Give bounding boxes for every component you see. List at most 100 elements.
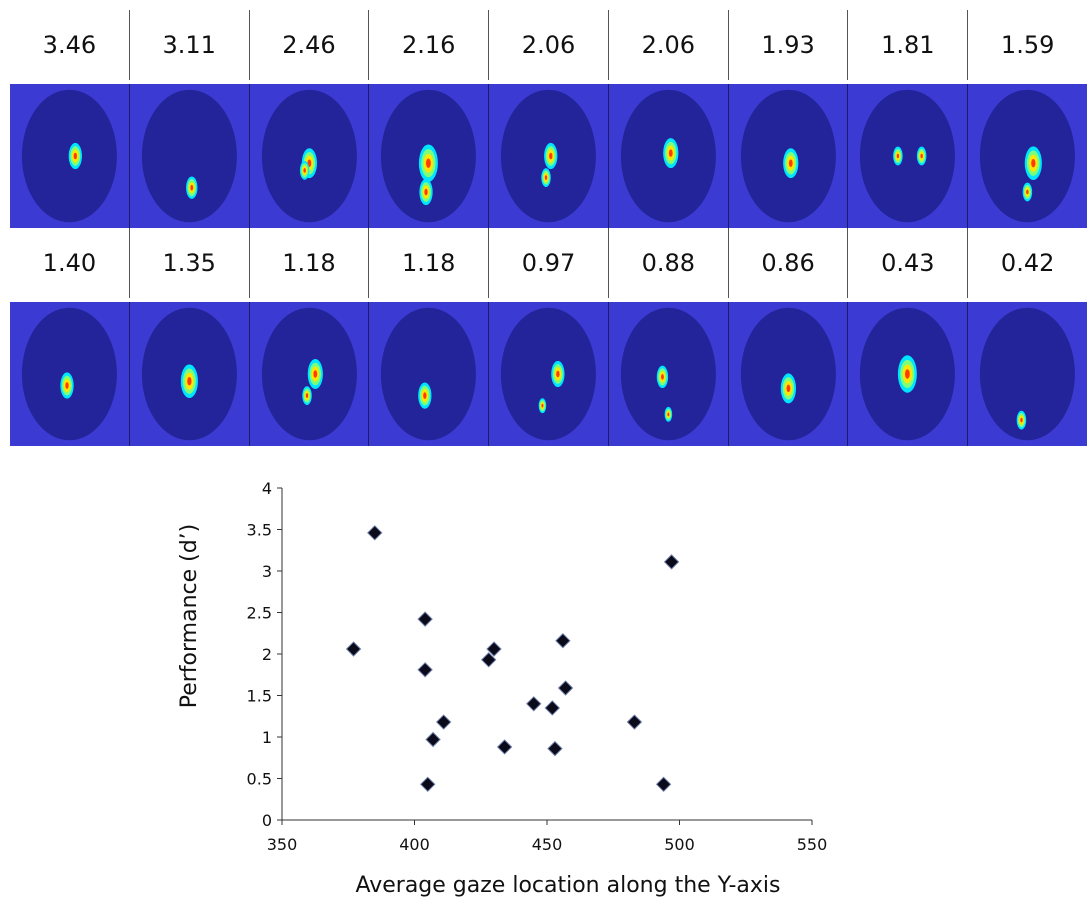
face-heatmap-svg <box>860 89 956 223</box>
face-heatmap-svg <box>381 307 477 441</box>
score-cell: 1.18 <box>248 228 369 298</box>
face-heatmap-cell <box>368 84 488 228</box>
face-heatmap-cell <box>10 302 129 446</box>
y-tick-label: 1 <box>262 728 272 747</box>
face-heatmap-cell <box>727 302 848 446</box>
face-heatmap-cell <box>10 84 129 228</box>
face-heatmap-svg <box>980 307 1076 441</box>
face-heatmap-svg <box>740 307 836 441</box>
data-point <box>435 714 452 730</box>
gaze-heat-blob <box>788 159 793 167</box>
x-axis-title: Average gaze location along the Y-axis <box>355 873 780 898</box>
gaze-heat-blob <box>305 393 308 398</box>
data-point <box>626 714 643 730</box>
y-tick-label: 4 <box>262 479 272 498</box>
face-silhouette <box>980 307 1076 441</box>
scatter-chart-svg: 0 0.5 1 1.5 2 2.5 3 3.5 4 350 400 450 500 550 Perfor… <box>177 479 828 898</box>
x-axis-ticks: 350 400 450 500 550 <box>267 820 828 854</box>
gaze-heat-blob <box>424 188 429 196</box>
gaze-heat-blob <box>920 153 924 159</box>
score-cell: 2.06 <box>607 10 728 80</box>
x-tick-label: 450 <box>532 835 563 854</box>
gaze-heat-blob <box>549 152 553 160</box>
gaze-heat-blob <box>65 382 69 389</box>
face-heatmap-cell <box>847 302 967 446</box>
score-cell: 0.86 <box>727 228 848 298</box>
y-tick-label: 0.5 <box>247 770 272 789</box>
score-cell: 2.46 <box>248 10 369 80</box>
face-heatmap-svg <box>141 307 237 441</box>
score-row-1: 3.46 3.11 2.46 2.16 2.06 2.06 1.93 1.81 … <box>10 10 1087 80</box>
gaze-heat-blob <box>541 403 544 408</box>
score-cell: 0.88 <box>607 228 728 298</box>
data-point <box>655 776 672 793</box>
data-point <box>417 662 433 678</box>
gaze-heat-blob <box>1020 417 1023 423</box>
data-point <box>367 525 383 541</box>
face-heatmap-cell <box>607 302 728 446</box>
face-heatmap-svg <box>740 89 836 223</box>
face-heatmap-svg <box>620 89 716 223</box>
y-tick-label: 3.5 <box>247 521 272 540</box>
face-silhouette <box>381 307 477 441</box>
x-tick-label: 500 <box>664 835 695 854</box>
face-heatmap-svg <box>501 89 597 223</box>
x-tick-label: 550 <box>797 835 828 854</box>
data-point <box>663 554 680 570</box>
face-heatmap-svg <box>501 307 597 441</box>
y-tick-label: 2 <box>262 645 272 664</box>
y-tick-label: 2.5 <box>247 604 272 623</box>
face-heatmap-svg <box>21 307 117 441</box>
score-cell: 1.18 <box>368 228 488 298</box>
data-point <box>480 652 497 668</box>
data-point <box>345 641 362 657</box>
data-point <box>557 680 574 696</box>
data-point <box>544 700 561 716</box>
gaze-heat-blob <box>426 158 432 168</box>
gaze-heat-blob <box>73 152 77 160</box>
x-tick-label: 400 <box>399 835 430 854</box>
face-heatmap-svg <box>381 89 477 223</box>
data-point <box>547 740 563 757</box>
face-heatmap-svg <box>21 89 117 223</box>
score-cell: 1.81 <box>847 10 967 80</box>
face-silhouette <box>501 307 597 441</box>
face-heatmap-cell <box>128 84 249 228</box>
data-point <box>555 633 571 649</box>
data-point <box>526 696 542 712</box>
y-axis-ticks: 0 0.5 1 1.5 2 2.5 3 3.5 4 <box>247 479 282 830</box>
gaze-heat-blob <box>1031 159 1036 168</box>
gaze-heat-blob <box>312 370 317 378</box>
score-cell: 1.93 <box>727 10 848 80</box>
score-cell: 1.40 <box>42 249 97 277</box>
gaze-heat-blob <box>897 153 900 159</box>
face-heatmap-svg <box>860 307 956 441</box>
gaze-heat-blob <box>187 377 192 386</box>
data-point <box>425 731 441 748</box>
score-cell: 0.42 <box>967 228 1087 298</box>
gaze-heat-blob <box>905 369 911 379</box>
face-silhouette <box>141 89 237 223</box>
y-tick-label: 0 <box>262 811 272 830</box>
face-heatmap-cell <box>967 84 1087 228</box>
face-heatmap-svg <box>980 89 1076 223</box>
face-heatmap-cell <box>727 84 848 228</box>
face-heatmap-cell <box>128 302 249 446</box>
score-cell: 2.06 <box>488 10 608 80</box>
score-cell: 0.43 <box>847 228 967 298</box>
face-heatmap-svg <box>141 89 237 223</box>
gaze-heat-blob <box>786 384 790 393</box>
score-cell: 2.16 <box>368 10 488 80</box>
score-row-2: 1.40 1.35 1.18 1.18 0.97 0.88 0.86 0.43 … <box>10 228 1087 298</box>
scatter-chart: 0 0.5 1 1.5 2 2.5 3 3.5 4 350 400 450 500 550 Perfor… <box>0 460 1087 908</box>
face-heatmap-row-1 <box>10 84 1087 228</box>
face-heatmap-svg <box>261 89 357 223</box>
gaze-heat-blob <box>660 374 664 380</box>
face-heatmap-row-2 <box>10 302 1087 446</box>
gaze-heat-blob <box>190 184 193 191</box>
face-heatmap-cell <box>368 302 488 446</box>
face-silhouette <box>620 307 716 441</box>
face-heatmap-cell <box>248 84 369 228</box>
face-heatmap-cell <box>248 302 369 446</box>
gaze-heat-blob <box>423 392 427 399</box>
